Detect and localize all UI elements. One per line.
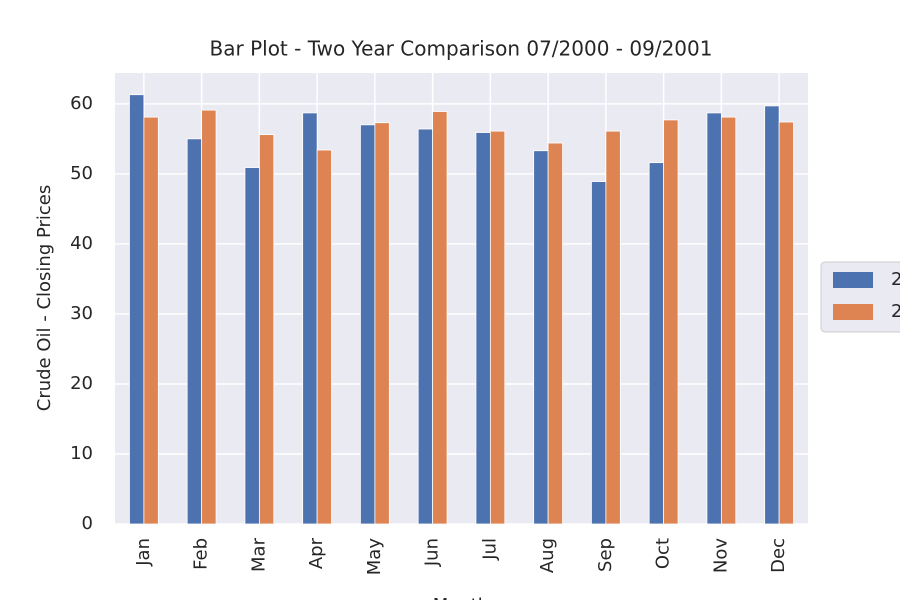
x-tick-label: Mar bbox=[248, 537, 269, 572]
y-tick-label: 50 bbox=[70, 163, 93, 184]
bar bbox=[143, 116, 159, 525]
bar bbox=[591, 181, 607, 525]
bar bbox=[778, 121, 794, 525]
bar bbox=[201, 109, 217, 525]
bar bbox=[302, 112, 318, 525]
bar bbox=[605, 130, 621, 525]
bar bbox=[663, 119, 679, 525]
bar bbox=[244, 167, 260, 525]
y-tick-label: 40 bbox=[70, 233, 93, 254]
bar bbox=[764, 105, 780, 525]
y-axis-label: Crude Oil - Closing Prices bbox=[34, 185, 55, 412]
x-tick-label: Sep bbox=[595, 538, 616, 572]
bar bbox=[706, 112, 722, 525]
bar bbox=[547, 142, 563, 525]
legend-swatch bbox=[833, 304, 873, 320]
bar bbox=[648, 162, 665, 525]
bar bbox=[533, 150, 549, 525]
bar bbox=[258, 134, 275, 525]
x-axis-label: Month bbox=[433, 595, 489, 600]
chart-title: Bar Plot - Two Year Comparison 07/2000 -… bbox=[210, 37, 713, 61]
x-tick-label: Dec bbox=[768, 538, 789, 573]
y-tick-label: 0 bbox=[82, 513, 93, 534]
legend-label: 2001 bbox=[891, 301, 900, 322]
bar bbox=[316, 149, 332, 525]
legend-label: 2000 bbox=[891, 269, 900, 290]
y-tick-label: 10 bbox=[70, 443, 93, 464]
y-tick-label: 60 bbox=[70, 93, 93, 114]
bar bbox=[374, 122, 390, 525]
x-tick-label: Apr bbox=[306, 537, 327, 569]
x-tick-label: May bbox=[364, 538, 385, 576]
x-tick-label: Jan bbox=[133, 538, 154, 567]
bar bbox=[360, 124, 376, 525]
bar bbox=[186, 138, 203, 525]
legend-swatch bbox=[833, 272, 873, 288]
x-tick-label: Nov bbox=[710, 538, 731, 573]
bar bbox=[489, 130, 506, 525]
x-tick-label: Feb bbox=[191, 538, 212, 570]
y-tick-label: 20 bbox=[70, 373, 93, 394]
bar bbox=[417, 128, 434, 525]
bar bbox=[432, 111, 448, 525]
plot-area bbox=[115, 73, 808, 524]
x-tick-label: Aug bbox=[537, 538, 558, 573]
x-tick-label: Oct bbox=[653, 538, 674, 569]
x-tick-label: Jul bbox=[479, 538, 500, 561]
bar bbox=[720, 116, 737, 525]
y-tick-label: 30 bbox=[70, 303, 93, 324]
x-tick-label: Jun bbox=[422, 538, 443, 567]
bar bbox=[475, 132, 491, 525]
bar bbox=[129, 94, 145, 525]
